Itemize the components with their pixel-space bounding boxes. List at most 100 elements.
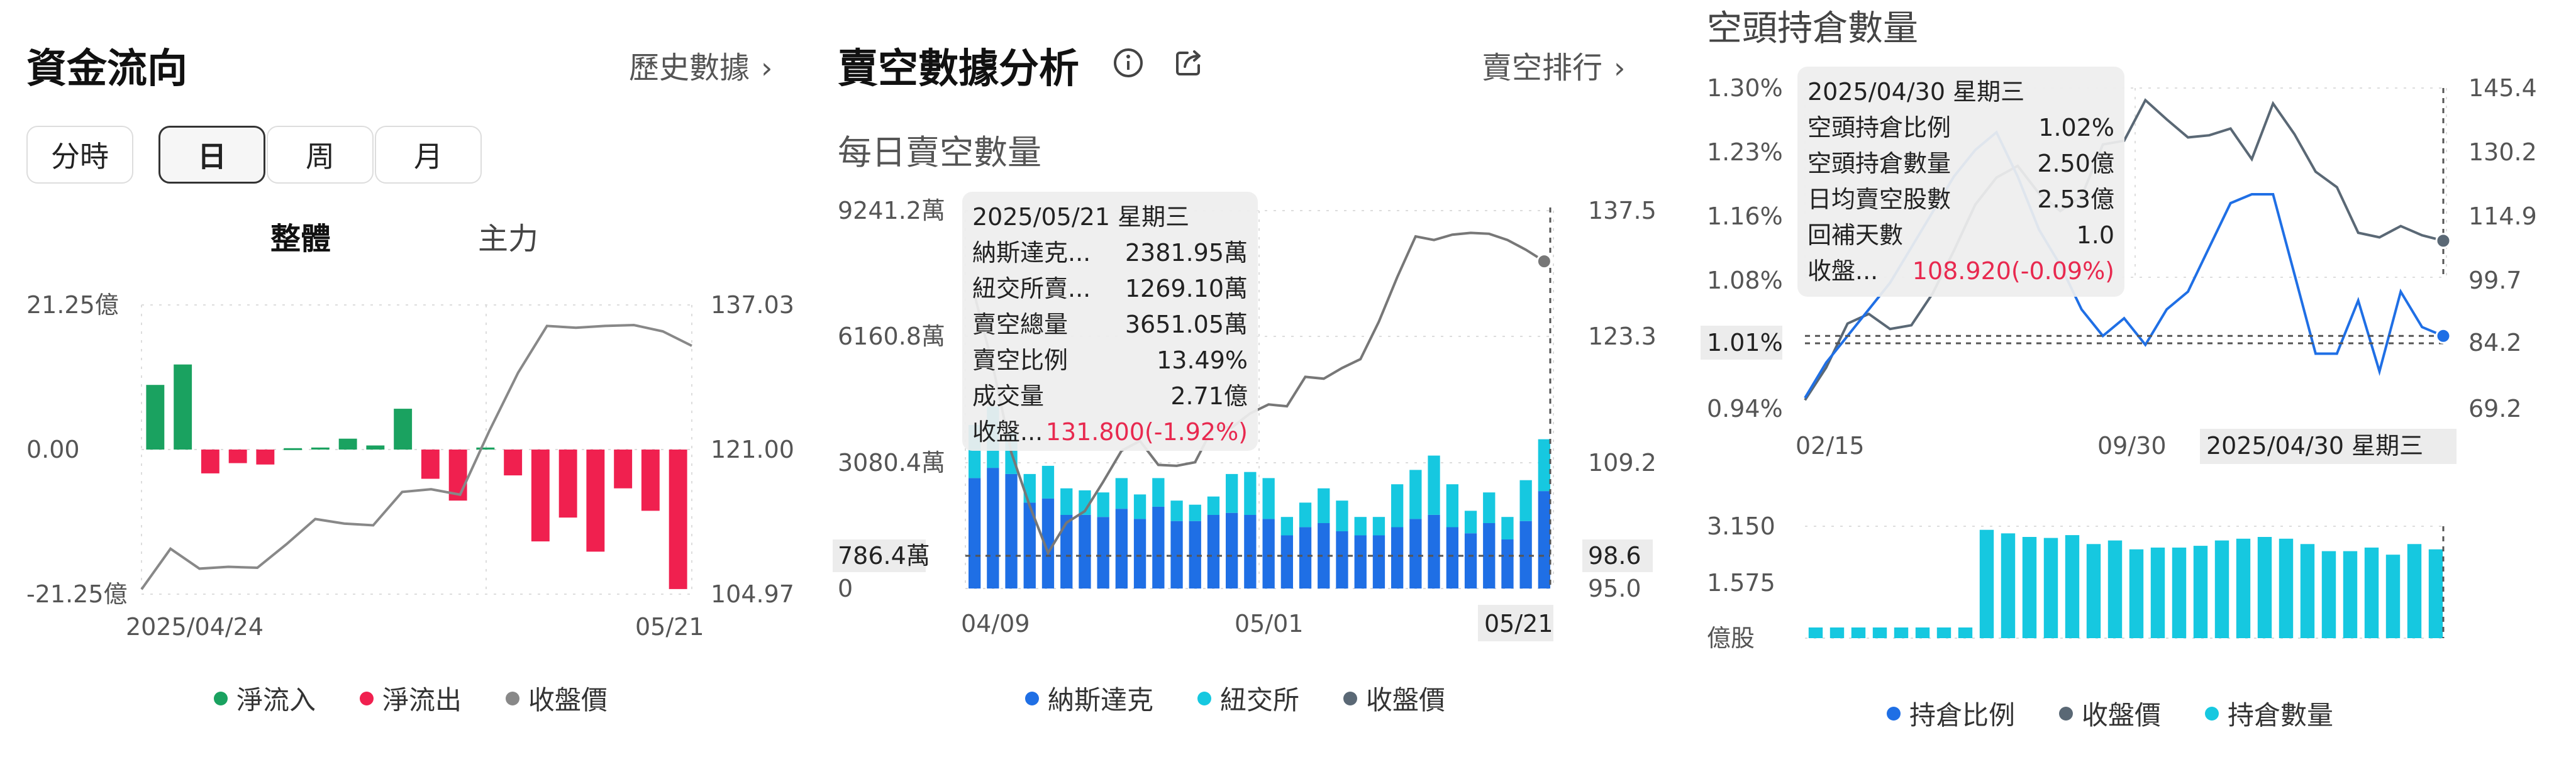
nyse-bar — [1115, 478, 1128, 509]
x-tick-label: 09/30 — [2097, 432, 2167, 460]
tooltip-value: 131.800(-1.92%) — [1045, 418, 1248, 446]
share-icon[interactable] — [1174, 48, 1204, 78]
y-right-tick: 145.4 — [2468, 74, 2537, 102]
y-left-tick: 1.16% — [1707, 202, 1783, 230]
y-right-tick: 130.2 — [2468, 138, 2537, 166]
nasdaq-bar — [1409, 519, 1422, 588]
short-sale-title: 賣空數據分析 — [838, 46, 1079, 92]
short-volume-bar — [1894, 627, 1909, 638]
short-interest-chart: 1.30% 1.23% 1.16% 1.08% 1.01% 0.94% 145.… — [1701, 74, 2537, 652]
legend-close-price[interactable]: 收盤價 — [2059, 694, 2161, 732]
net-outflow-bar — [421, 450, 440, 479]
short-volume-bar — [2065, 535, 2080, 638]
net-inflow-bar — [366, 445, 385, 450]
net-outflow-bar — [558, 450, 577, 518]
nasdaq-bar — [1170, 521, 1183, 588]
legend-label: 淨流出 — [382, 685, 462, 716]
fund-flow-legend: 淨流入 淨流出 收盤價 — [214, 679, 608, 717]
short-volume-bar — [1915, 627, 1930, 638]
short-volume-bar — [1851, 627, 1866, 638]
net-outflow-bar — [531, 450, 550, 542]
short-volume-bar — [2150, 547, 2165, 638]
y-left-tick: 1.23% — [1707, 138, 1783, 166]
legend-dot — [1343, 691, 1358, 705]
y-left-tick: 1.30% — [1707, 74, 1783, 102]
history-data-link[interactable]: 歷史數據 › — [629, 43, 772, 87]
net-outflow-bar — [256, 450, 275, 465]
legend-dot — [506, 691, 520, 705]
nyse-bar — [1079, 490, 1091, 515]
nasdaq-bar — [1299, 527, 1312, 588]
tooltip-value: 1.02% — [2038, 114, 2114, 141]
legend-net-outflow[interactable]: 淨流出 — [360, 679, 462, 717]
nasdaq-bar — [1391, 527, 1404, 588]
nyse-bar — [1409, 470, 1422, 519]
nasdaq-bar — [1501, 539, 1514, 588]
nyse-bar — [1428, 455, 1440, 515]
legend-short-volume[interactable]: 持倉數量 — [2205, 694, 2333, 732]
info-icon[interactable] — [1112, 47, 1145, 79]
fund-flow-chart: 21.25億 0.00 -21.25億 137.03 121.00 104.97… — [26, 291, 794, 641]
legend-nyse[interactable]: 紐交所 — [1197, 679, 1299, 717]
short-ranking-link[interactable]: 賣空排行 › — [1482, 43, 1625, 87]
x-cursor-label: 2025/04/30 星期三 — [2206, 432, 2423, 460]
short-interest-legend: 持倉比例 收盤價 持倉數量 — [1887, 694, 2333, 732]
legend-dot — [1887, 706, 1901, 721]
short-volume-bar — [2001, 533, 2016, 638]
cursor-right-badge — [1582, 539, 1653, 572]
y-left-tick: 0 — [838, 575, 853, 602]
tooltip-value: 3651.05萬 — [1124, 311, 1248, 338]
short-volume-bar — [2022, 537, 2037, 638]
legend-net-inflow[interactable]: 淨流入 — [214, 679, 316, 717]
nasdaq-bar — [969, 478, 981, 588]
nyse-bar — [1244, 472, 1257, 515]
short-ranking-label: 賣空排行 — [1482, 50, 1603, 86]
nasdaq-bar — [1226, 512, 1238, 588]
y-left-tick: 3080.4萬 — [838, 449, 945, 477]
y-right-tick: 99.7 — [2468, 267, 2522, 294]
tooltip-label: 納斯達克... — [972, 239, 1091, 267]
net-outflow-bar — [641, 450, 660, 511]
subtab-main-force[interactable]: 主力 — [478, 221, 539, 257]
x-tick-label: 04/09 — [961, 610, 1030, 638]
net-outflow-bar — [228, 450, 247, 463]
period-tab-month[interactable]: 月 — [375, 126, 482, 184]
subtab-overall[interactable]: 整體 — [270, 221, 331, 257]
nyse-bar — [1280, 517, 1293, 536]
x-cursor-badge — [2200, 429, 2457, 464]
volume-tick: 1.575 — [1707, 569, 1775, 597]
period-tab-day[interactable]: 日 — [158, 126, 265, 184]
nyse-bar — [1519, 480, 1532, 521]
nasdaq-bar — [1280, 535, 1293, 588]
x-cursor-badge — [1478, 605, 1553, 641]
nasdaq-bar — [1133, 519, 1146, 588]
nasdaq-bar — [1354, 535, 1367, 588]
nyse-bar — [1041, 465, 1055, 499]
nasdaq-bar — [1115, 509, 1128, 588]
y-left-tick: 0.94% — [1707, 395, 1783, 423]
y-left-tick: 6160.8萬 — [838, 323, 945, 350]
short-volume-bar — [2193, 546, 2208, 638]
period-tab-intraday[interactable]: 分時 — [26, 126, 133, 184]
y-left-tick: 9241.2萬 — [838, 197, 945, 224]
nasdaq-bar — [1060, 514, 1073, 588]
y-left-tick: 1.08% — [1707, 267, 1783, 294]
y-right-tick: 84.2 — [2468, 329, 2522, 356]
legend-label: 收盤價 — [2082, 700, 2162, 731]
legend-close-price[interactable]: 收盤價 — [506, 679, 608, 717]
tooltip-label: 成交量 — [972, 382, 1045, 410]
short-volume-bar — [2428, 549, 2443, 638]
nyse-bar — [1538, 439, 1550, 492]
y-right-tick: 137.03 — [711, 291, 794, 319]
period-tab-week[interactable]: 周 — [267, 126, 374, 184]
net-inflow-bar — [476, 447, 495, 450]
legend-close-price[interactable]: 收盤價 — [1343, 679, 1445, 717]
short-volume-bar — [2407, 544, 2422, 638]
legend-short-ratio[interactable]: 持倉比例 — [1887, 694, 2015, 732]
nasdaq-bar — [1152, 506, 1165, 588]
short-volume-bar — [1829, 627, 1845, 638]
nyse-bar — [1483, 492, 1496, 523]
nyse-bar — [1170, 500, 1183, 521]
legend-nasdaq[interactable]: 納斯達克 — [1025, 679, 1153, 717]
net-inflow-bar — [146, 385, 165, 450]
